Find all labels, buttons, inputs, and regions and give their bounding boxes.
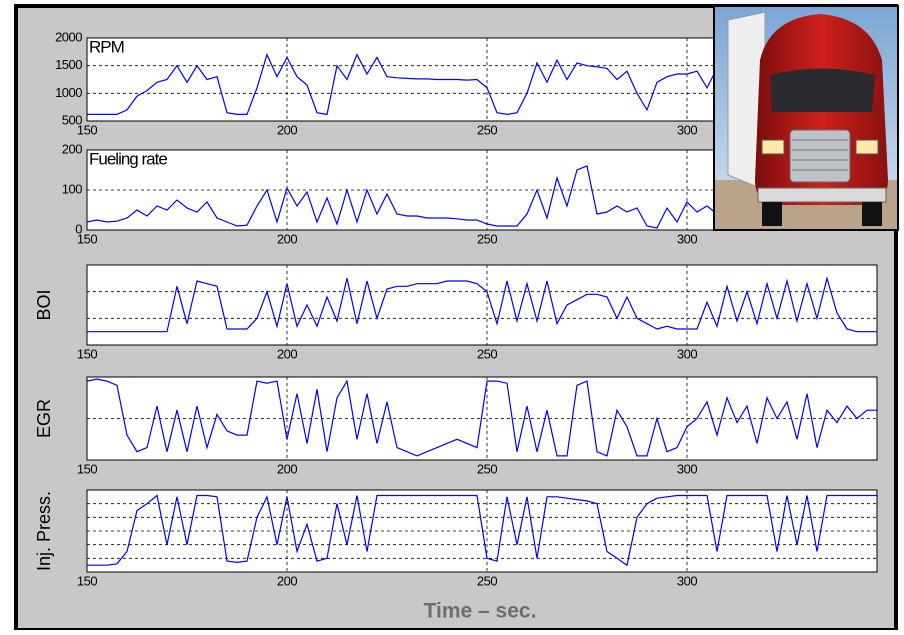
x-tick-label: 250 [477, 461, 497, 476]
x-tick-label: 300 [677, 122, 697, 137]
x-tick-label: 200 [277, 461, 297, 476]
x-tick-label: 150 [77, 346, 97, 361]
x-tick-label: 200 [277, 231, 297, 246]
y-tick-label: 1500 [55, 57, 82, 72]
x-tick-label: 250 [477, 122, 497, 137]
x-tick-label: 300 [677, 231, 697, 246]
photo-headlight [856, 140, 878, 154]
y-tick-label: 500 [62, 112, 82, 127]
x-tick-label: 150 [77, 461, 97, 476]
truck-photo [714, 6, 898, 230]
x-tick-label: 200 [277, 122, 297, 137]
x-tick-label: 300 [677, 461, 697, 476]
y-axis-label: Inj. Press. [34, 491, 54, 571]
x-tick-label: 300 [677, 573, 697, 588]
x-tick-label: 200 [277, 346, 297, 361]
photo-wheel [762, 202, 782, 226]
plot-area [87, 490, 877, 572]
y-tick-label: 0 [75, 221, 82, 236]
y-tick-label: 2000 [55, 29, 82, 44]
y-axis-label: BOI [34, 289, 54, 320]
y-tick-label: 1000 [55, 85, 82, 100]
x-tick-label: 150 [77, 573, 97, 588]
y-tick-label: 100 [62, 181, 82, 196]
x-axis-label: Time – sec. [424, 600, 537, 623]
photo-windshield [770, 69, 875, 113]
plot-area [87, 265, 877, 345]
photo-headlight [762, 140, 784, 154]
chart: Time – sec. 150200250300500100015002000R… [0, 0, 904, 630]
x-tick-label: 250 [477, 231, 497, 246]
photo-bumper [758, 188, 886, 202]
x-tick-label: 250 [477, 573, 497, 588]
photo-grille [790, 130, 850, 182]
y-axis-label: EGR [34, 399, 54, 438]
photo-wheel [862, 202, 882, 226]
y-tick-label: 200 [62, 141, 82, 156]
plot-label: RPM [89, 37, 124, 56]
x-tick-label: 250 [477, 346, 497, 361]
plot-area [87, 377, 877, 460]
plot-label: Fueling rate [89, 149, 167, 168]
x-tick-label: 200 [277, 573, 297, 588]
x-tick-label: 300 [677, 346, 697, 361]
